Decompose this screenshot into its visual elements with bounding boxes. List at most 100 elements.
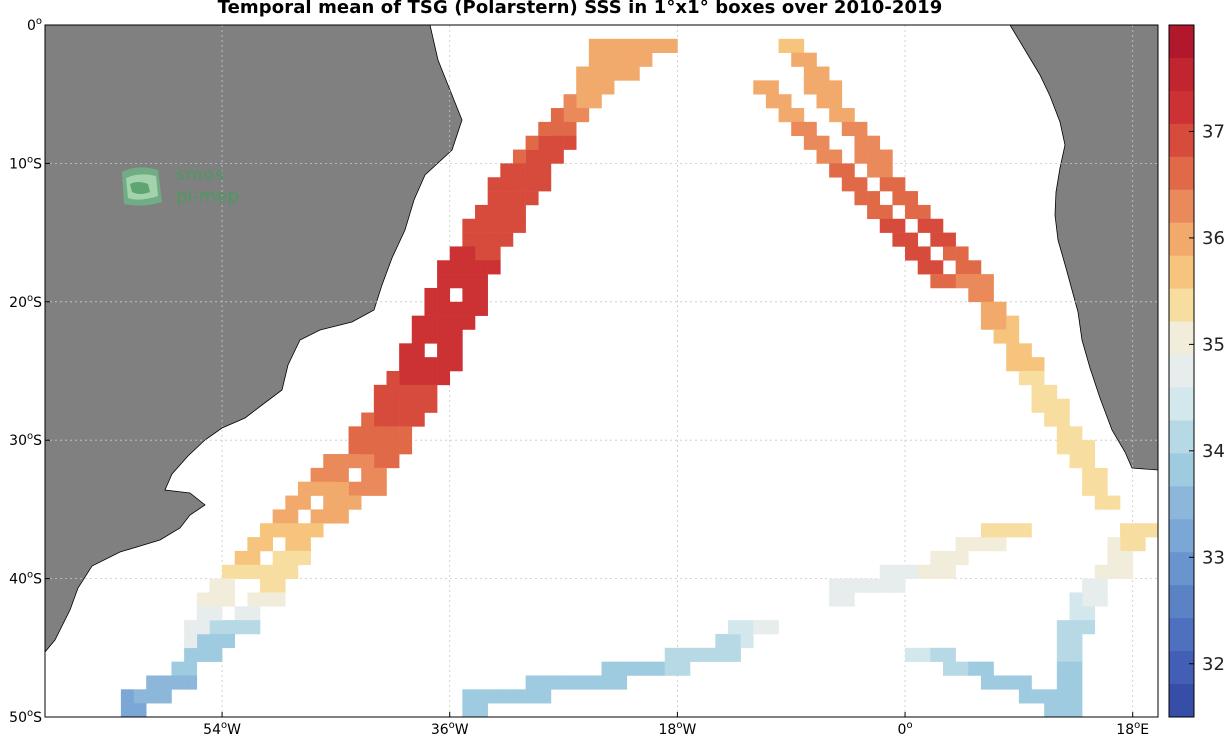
sss-cell bbox=[437, 315, 451, 330]
logo-line-2: pi-mep bbox=[176, 186, 239, 207]
sss-cell bbox=[803, 121, 817, 137]
sss-cells bbox=[120, 38, 1159, 718]
sss-cell bbox=[1006, 675, 1020, 690]
sss-cell bbox=[437, 287, 451, 303]
sss-cell bbox=[424, 398, 438, 413]
sss-cell bbox=[942, 564, 956, 579]
sss-cell bbox=[829, 80, 843, 95]
sss-cell bbox=[867, 163, 881, 178]
sss-cell bbox=[905, 246, 918, 261]
sss-cell bbox=[1082, 606, 1096, 621]
sss-cell bbox=[285, 523, 299, 538]
sss-cell bbox=[563, 135, 577, 150]
sss-cell bbox=[1056, 426, 1070, 441]
sss-cell bbox=[968, 260, 982, 275]
sss-cell bbox=[1082, 578, 1096, 593]
sss-cell bbox=[209, 592, 223, 607]
sss-cell bbox=[854, 149, 868, 164]
sss-cell bbox=[867, 135, 881, 150]
sss-cell bbox=[449, 274, 463, 289]
sss-cell bbox=[905, 647, 918, 662]
sss-cell bbox=[917, 564, 931, 579]
x-tick-label: 54oW bbox=[203, 720, 241, 738]
sss-cell bbox=[487, 689, 501, 704]
sss-cell bbox=[942, 647, 956, 662]
sss-cell bbox=[361, 454, 375, 469]
sss-cell bbox=[247, 537, 261, 552]
sss-cell bbox=[449, 315, 463, 330]
sss-cell bbox=[1006, 329, 1020, 344]
sss-cell bbox=[930, 232, 944, 247]
sss-cell bbox=[424, 315, 438, 330]
sss-cell bbox=[424, 287, 438, 303]
sss-cell bbox=[1069, 647, 1083, 662]
sss-cell bbox=[1056, 633, 1070, 649]
sss-cell bbox=[576, 675, 590, 690]
sss-cell bbox=[1094, 481, 1108, 496]
colorbar-swatch bbox=[1169, 25, 1194, 59]
sss-cell bbox=[753, 620, 767, 635]
sss-cell bbox=[399, 426, 413, 441]
sss-cell bbox=[892, 578, 906, 593]
sss-cell bbox=[816, 94, 830, 109]
sss-cell bbox=[1094, 592, 1108, 607]
sss-cell bbox=[538, 675, 552, 690]
sss-cell bbox=[361, 412, 375, 427]
sss-cell bbox=[841, 121, 855, 137]
sss-cell bbox=[841, 578, 855, 593]
sss-cell bbox=[563, 675, 577, 690]
sss-cell bbox=[942, 661, 956, 676]
sss-cell bbox=[512, 163, 526, 178]
sss-cell bbox=[512, 689, 526, 704]
sss-cell bbox=[1056, 647, 1070, 662]
sss-cell bbox=[1056, 620, 1070, 635]
sss-cell bbox=[512, 204, 526, 220]
sss-cell bbox=[968, 537, 982, 552]
sss-cell bbox=[626, 38, 640, 53]
sss-cell bbox=[386, 454, 400, 469]
sss-cell bbox=[829, 163, 843, 178]
sss-cell bbox=[1056, 412, 1070, 427]
sss-cell bbox=[1044, 384, 1058, 399]
sss-cell bbox=[1082, 467, 1096, 483]
sss-cell bbox=[1069, 661, 1083, 676]
sss-cell bbox=[538, 121, 552, 137]
sss-cell bbox=[765, 80, 779, 95]
sss-cell bbox=[1082, 440, 1096, 455]
sss-cell bbox=[1031, 384, 1045, 399]
sss-cell bbox=[449, 357, 463, 372]
sss-cell bbox=[1107, 495, 1121, 510]
sss-cell bbox=[462, 260, 476, 275]
sss-cell bbox=[475, 689, 488, 704]
sss-cell bbox=[550, 135, 564, 150]
colorbar-swatch bbox=[1169, 651, 1194, 685]
sss-cell bbox=[1107, 564, 1121, 579]
sss-cell bbox=[386, 426, 400, 441]
sss-cell bbox=[158, 675, 172, 690]
sss-cell bbox=[272, 578, 286, 593]
sss-cell bbox=[664, 661, 678, 676]
sss-cell bbox=[588, 80, 602, 95]
sss-cell bbox=[146, 675, 160, 690]
sss-cell bbox=[411, 371, 425, 386]
sss-cell bbox=[993, 315, 1007, 330]
sss-cell bbox=[411, 329, 425, 344]
sss-cell bbox=[1069, 440, 1083, 455]
sss-cell bbox=[867, 149, 881, 164]
sss-cell bbox=[373, 481, 387, 496]
africa-landmass bbox=[1009, 24, 1159, 471]
sss-cell bbox=[234, 606, 248, 621]
sss-cell bbox=[980, 523, 994, 538]
sss-cell bbox=[1044, 689, 1058, 704]
sss-cell bbox=[348, 481, 362, 496]
sss-cell bbox=[1069, 703, 1083, 718]
sss-cell bbox=[816, 149, 830, 164]
sss-cell bbox=[930, 550, 944, 566]
sss-cell bbox=[310, 481, 324, 496]
sss-cell bbox=[563, 108, 577, 123]
sss-cell bbox=[411, 384, 425, 399]
sss-cell bbox=[348, 440, 362, 455]
sss-cell bbox=[260, 537, 273, 552]
sss-cell bbox=[930, 260, 944, 275]
sss-cell bbox=[1018, 523, 1032, 538]
